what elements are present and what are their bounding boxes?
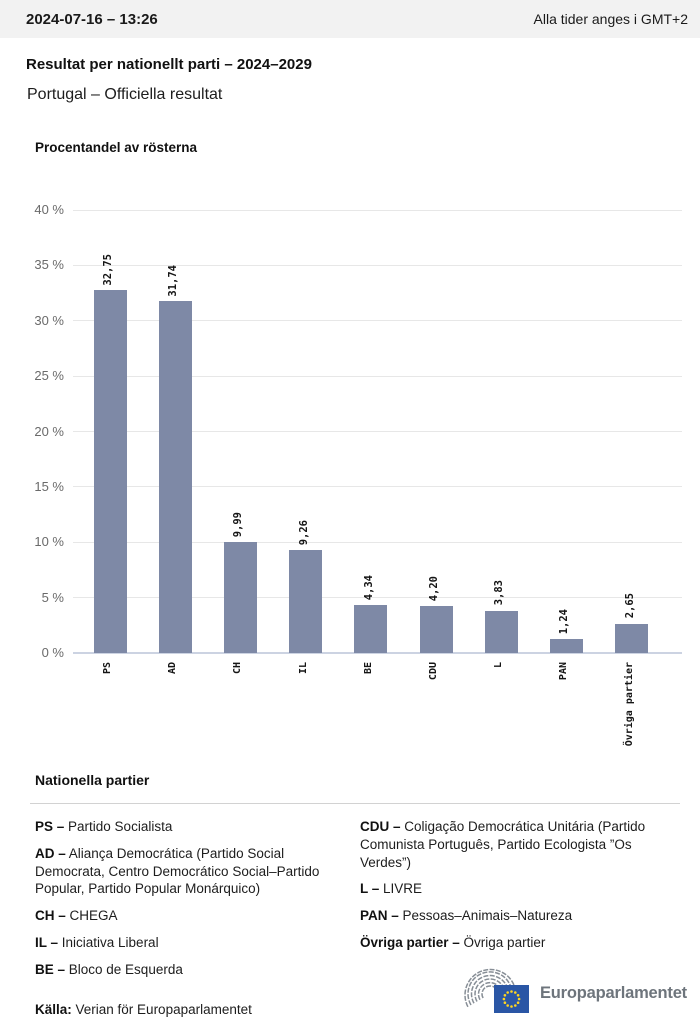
x-axis-tick-label: CDU	[428, 662, 439, 681]
party-name: Coligação Democrática Unitária (Partido …	[360, 819, 646, 870]
party-abbreviation: CH –	[35, 908, 66, 924]
y-axis-tick-label: 35 %	[34, 257, 64, 273]
legend-item: PS – Partido Socialista	[35, 818, 342, 836]
gridline	[73, 597, 682, 599]
party-name: Övriga partier	[459, 935, 546, 951]
gridline	[73, 375, 682, 377]
bar-value-label: 9,99	[232, 512, 245, 538]
timezone-note: Alla tider anges i GMT+2	[533, 11, 688, 27]
party-name: Partido Socialista	[64, 819, 173, 834]
y-axis-tick-label: 5 %	[41, 589, 64, 605]
gridline	[73, 652, 682, 654]
legend-item: L – LIVRE	[360, 880, 680, 898]
bar-value-label: 9,26	[297, 520, 310, 546]
y-axis-tick-label: 0 %	[41, 645, 64, 660]
bar	[223, 542, 257, 653]
legend-item: AD – Aliança Democrática (Partido Social…	[35, 845, 342, 898]
chart-title: Procentandel av rösterna	[35, 140, 198, 155]
x-axis-tick-label: L	[493, 662, 505, 669]
bar-value-label: 4,34	[362, 574, 375, 600]
bar-value-label: 1,24	[558, 608, 571, 635]
y-axis-tick-label: 10 %	[34, 534, 64, 550]
gridline	[73, 264, 682, 266]
x-axis-tick-label: AD	[167, 662, 179, 675]
legend-item: BE – Bloco de Esquerda	[35, 961, 342, 979]
gridline	[73, 431, 682, 432]
party-abbreviation: PAN –	[360, 908, 399, 924]
legend-item: PAN – Pessoas–Animais–Natureza	[360, 907, 680, 925]
bar	[289, 550, 323, 653]
gridline	[73, 486, 682, 488]
x-axis-tick-label: PS	[102, 662, 113, 675]
y-axis-tick-label: 25 %	[34, 368, 64, 384]
party-abbreviation: Övriga partier –	[360, 935, 460, 951]
eu-flag-icon	[494, 985, 529, 1013]
parliament-hemicycle-icon	[464, 968, 529, 1013]
party-abbreviation: PS –	[35, 819, 65, 834]
party-abbreviation: IL –	[35, 935, 59, 951]
bar-value-label: 32,75	[102, 253, 114, 286]
legend: PS – Partido Socialista AD – Aliança Demo…	[35, 818, 680, 988]
party-name: Bloco de Esquerda	[65, 961, 183, 977]
legend-column: CDU – Coligação Democrática Unitária (Pa…	[360, 818, 680, 988]
party-name: Pessoas–Animais–Natureza	[398, 908, 573, 924]
bar-value-label: 31,74	[167, 264, 180, 297]
party-abbreviation: L –	[360, 881, 380, 897]
x-axis-tick-label: BE	[362, 662, 374, 675]
top-bar: 2024-07-16 – 13:26 Alla tider anges i GM…	[0, 0, 700, 38]
legend-heading: Nationella partier	[35, 772, 150, 788]
party-name: Iniciativa Liberal	[58, 935, 159, 951]
party-abbreviation: CDU –	[360, 819, 401, 834]
legend-item: CDU – Coligação Democrática Unitária (Pa…	[360, 818, 680, 871]
report-datetime: 2024-07-16 – 13:26	[26, 10, 158, 28]
y-axis-tick-label: 20 %	[34, 423, 64, 439]
legend-column: PS – Partido Socialista AD – Aliança Demo…	[35, 818, 360, 988]
bar-value-label: 2,65	[623, 593, 636, 619]
party-name: LIVRE	[379, 881, 423, 897]
page-title: Resultat per nationellt parti – 2024–202…	[26, 56, 312, 73]
bar-value-label: 4,20	[428, 576, 440, 602]
gridline	[73, 209, 682, 211]
source-note: Källa: Verian för Europaparlamentet	[35, 1002, 252, 1017]
legend-item: IL – Iniciativa Liberal	[35, 934, 342, 952]
x-axis-tick-label: CH	[232, 662, 244, 675]
bar	[158, 301, 192, 653]
bar-value-label: 3,83	[493, 580, 506, 606]
y-axis-tick-label: 40 %	[34, 202, 64, 217]
legend-item: CH – CHEGA	[35, 907, 342, 925]
gridline	[73, 320, 682, 322]
page-subtitle: Portugal – Officiella resultat	[27, 86, 223, 103]
y-axis-tick-label: 30 %	[34, 312, 64, 328]
party-name: Aliança Democrática (Partido Social Demo…	[35, 845, 320, 897]
x-axis-tick-label: IL	[297, 662, 309, 675]
x-axis-tick-label: PAN	[558, 662, 570, 681]
bar	[615, 623, 649, 653]
party-abbreviation: BE –	[35, 961, 66, 977]
bar	[549, 639, 583, 653]
europaparlamentet-logo: Europaparlamentet	[460, 966, 692, 1020]
bar	[419, 606, 453, 653]
legend-item: Övriga partier – Övriga partier	[360, 934, 680, 952]
bar	[354, 604, 388, 653]
bar	[484, 610, 518, 653]
source-text: Verian för Europaparlamentet	[71, 1002, 252, 1017]
party-abbreviation: AD –	[35, 845, 66, 861]
logo-text: Europaparlamentet	[540, 983, 687, 1002]
y-axis-tick-label: 15 %	[34, 478, 64, 494]
party-name: CHEGA	[65, 908, 118, 924]
x-axis-tick-label: Övriga partier	[623, 662, 635, 747]
legend-divider	[30, 803, 680, 804]
source-label: Källa:	[35, 1002, 72, 1017]
gridline	[73, 541, 682, 543]
bar	[93, 290, 127, 653]
